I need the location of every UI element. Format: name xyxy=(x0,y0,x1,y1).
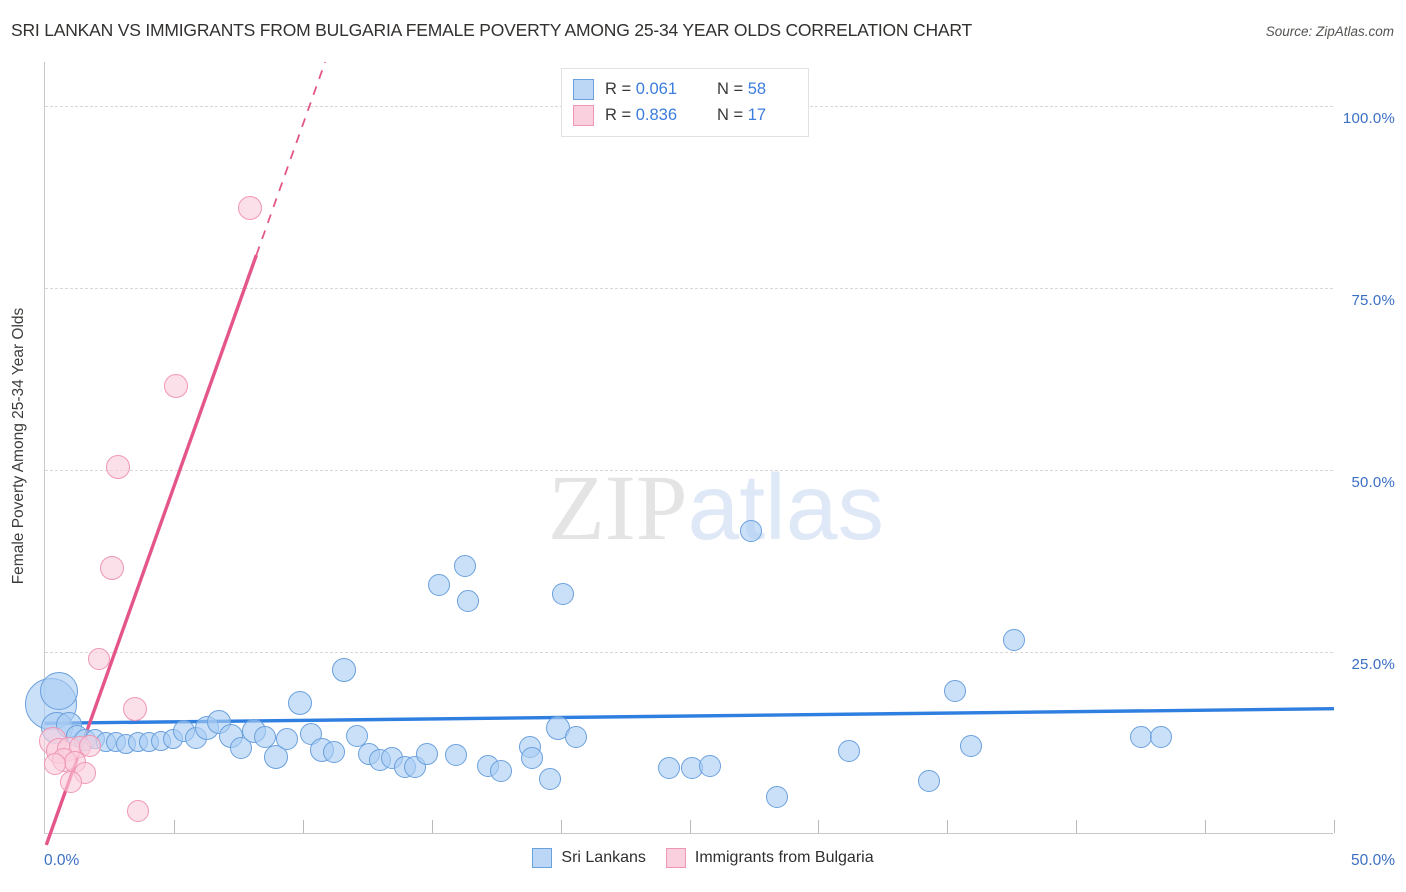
scatter-point-pink[interactable] xyxy=(164,374,189,399)
scatter-point-pink[interactable] xyxy=(237,195,262,220)
series-legend-swatch xyxy=(532,848,553,868)
correlation-r-group: R = 0.061 xyxy=(605,80,717,99)
scatter-point-blue[interactable] xyxy=(490,759,513,782)
y-axis-tick-label: 25.0% xyxy=(1351,655,1395,673)
scatter-point-pink[interactable] xyxy=(79,734,102,757)
scatter-point-pink[interactable] xyxy=(44,753,67,776)
scatter-point-pink[interactable] xyxy=(126,800,149,823)
series-legend: Sri Lankans Immigrants from Bulgaria xyxy=(0,848,1406,868)
x-axis-tick-mark xyxy=(560,820,562,833)
scatter-point-blue[interactable] xyxy=(944,680,967,703)
scatter-point-pink[interactable] xyxy=(88,648,111,671)
x-axis-min-label: 0.0% xyxy=(44,852,80,869)
scatter-point-blue[interactable] xyxy=(445,743,468,766)
series-legend-item[interactable]: Immigrants from Bulgaria xyxy=(665,848,874,868)
x-axis-tick-mark xyxy=(947,820,949,833)
y-axis-title: Female Poverty Among 25-34 Year Olds xyxy=(10,307,27,585)
scatter-point-blue[interactable] xyxy=(345,725,368,748)
scatter-point-blue[interactable] xyxy=(521,746,544,769)
stats-legend-row: R = 0.836 N = 17 xyxy=(573,102,795,128)
scatter-point-blue[interactable] xyxy=(740,520,763,543)
series-legend-label: Sri Lankans xyxy=(561,849,646,866)
page-title: SRI LANKAN VS IMMIGRANTS FROM BULGARIA F… xyxy=(11,20,972,40)
scatter-point-blue[interactable] xyxy=(699,755,722,778)
sample-size-group: N = 58 xyxy=(717,80,795,99)
scatter-point-blue[interactable] xyxy=(332,658,357,683)
scatter-point-blue[interactable] xyxy=(276,728,299,751)
x-axis-tick-mark xyxy=(431,820,433,833)
scatter-point-blue[interactable] xyxy=(657,756,680,779)
scatter-point-blue[interactable] xyxy=(918,769,941,792)
scatter-point-blue[interactable] xyxy=(1150,726,1173,749)
x-axis-tick-mark xyxy=(818,820,820,833)
correlation-r-value: 0.061 xyxy=(635,79,678,98)
source-attribution: Source: ZipAtlas.com xyxy=(1265,24,1394,39)
scatter-point-blue[interactable] xyxy=(428,573,451,596)
scatter-point-pink[interactable] xyxy=(100,556,125,581)
correlation-r-value: 0.836 xyxy=(635,105,678,124)
y-axis-tick-label: 50.0% xyxy=(1351,473,1395,491)
correlation-r-label: R = xyxy=(605,79,636,98)
trend-line-sri-lankans xyxy=(44,707,1335,725)
series-legend-item[interactable]: Sri Lankans xyxy=(532,848,646,868)
plot-area: ZIPatlas xyxy=(25,61,1335,846)
x-axis-tick-mark xyxy=(302,820,304,833)
y-axis-tick-label: 75.0% xyxy=(1351,291,1395,309)
sample-size-label: N = xyxy=(717,105,748,124)
scatter-point-blue[interactable] xyxy=(766,785,789,808)
scatter-point-blue[interactable] xyxy=(959,734,982,757)
sample-size-group: N = 17 xyxy=(717,106,795,125)
stats-legend-swatch xyxy=(573,104,594,126)
correlation-r-group: R = 0.836 xyxy=(605,106,717,125)
scatter-point-blue[interactable] xyxy=(552,582,575,605)
sample-size-value: 17 xyxy=(747,105,767,124)
sample-size-value: 58 xyxy=(747,79,767,98)
sample-size-label: N = xyxy=(717,79,748,98)
scatter-point-blue[interactable] xyxy=(229,737,252,760)
scatter-point-pink[interactable] xyxy=(106,454,131,479)
scatter-point-blue[interactable] xyxy=(456,589,479,612)
scatter-point-blue[interactable] xyxy=(565,726,588,749)
scatter-point-pink[interactable] xyxy=(123,696,148,721)
x-axis-tick-mark xyxy=(173,820,175,833)
x-axis-tick-mark xyxy=(1076,820,1078,833)
scatter-point-blue[interactable] xyxy=(40,672,79,711)
scatter-point-blue[interactable] xyxy=(288,690,313,715)
series-legend-swatch xyxy=(665,848,686,868)
gridline-500 xyxy=(45,469,1333,471)
gridline-750 xyxy=(45,287,1333,289)
scatter-point-pink[interactable] xyxy=(59,770,82,793)
stats-legend-swatch xyxy=(573,78,594,100)
scatter-point-blue[interactable] xyxy=(539,767,562,790)
scatter-point-blue[interactable] xyxy=(415,742,438,765)
scatter-point-blue[interactable] xyxy=(322,741,345,764)
correlation-r-label: R = xyxy=(605,105,636,124)
trend-line-dashed-immigrants-from-bulgaria xyxy=(255,61,326,256)
stats-legend-row: R = 0.061 N = 58 xyxy=(573,76,795,102)
y-axis-tick-label: 100.0% xyxy=(1342,109,1395,127)
gridline-250 xyxy=(45,651,1333,653)
scatter-point-blue[interactable] xyxy=(838,739,861,762)
trend-lines-group xyxy=(44,61,1335,846)
scatter-point-blue[interactable] xyxy=(454,554,477,577)
correlation-stats-legend: R = 0.061 N = 58 R = 0.836 N = 17 xyxy=(561,68,809,137)
scatter-point-blue[interactable] xyxy=(1129,726,1152,749)
x-axis-tick-mark xyxy=(1205,820,1207,833)
x-axis-tick-mark xyxy=(1334,820,1335,833)
x-axis-max-label: 50.0% xyxy=(1351,852,1395,869)
x-axis-tick-mark xyxy=(689,820,691,833)
scatter-point-blue[interactable] xyxy=(254,726,277,749)
series-legend-label: Immigrants from Bulgaria xyxy=(694,849,874,866)
scatter-point-blue[interactable] xyxy=(1003,628,1026,651)
